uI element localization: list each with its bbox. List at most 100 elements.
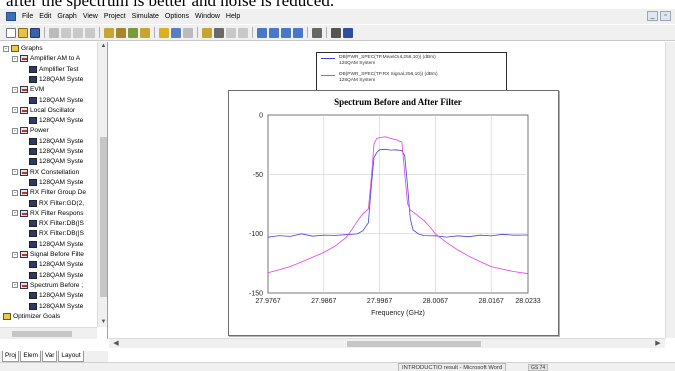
tree-item[interactable]: - Spectrum Before ;	[12, 281, 83, 290]
add-layout-icon[interactable]	[140, 27, 150, 38]
scroll-left-icon[interactable]: ◀	[113, 340, 119, 347]
grid-icon[interactable]	[343, 27, 353, 38]
tree-item[interactable]: 128QAM Syste	[21, 147, 83, 156]
scroll-down-icon[interactable]: ▼	[100, 319, 107, 325]
paste-icon[interactable]	[85, 27, 95, 38]
menu-view[interactable]: View	[82, 13, 98, 20]
tree-item[interactable]: RX Filter:GD(2,	[21, 199, 84, 208]
tree-item[interactable]: 128QAM Syste	[21, 260, 83, 269]
tab-var[interactable]: Var	[41, 351, 58, 362]
tree-item[interactable]: 128QAM Syste	[21, 291, 83, 300]
workspace-horizontal-scrollbar[interactable]: ◀ ▶	[109, 338, 665, 348]
tree-item[interactable]: Optimizer Goals	[3, 312, 60, 321]
minimize-button[interactable]: _	[647, 11, 658, 21]
workspace-hscroll-thumb[interactable]	[347, 341, 481, 347]
menu-file[interactable]: File	[22, 13, 34, 20]
tree-item[interactable]: - Graphs	[3, 44, 43, 53]
data-icon	[29, 75, 37, 83]
tree-item[interactable]: - RX Filter Group De	[12, 188, 86, 197]
open-folder-icon[interactable]	[18, 27, 28, 38]
cut-icon[interactable]	[61, 27, 71, 38]
spectrum-plot-panel[interactable]: Spectrum Before and After Filter 27.9767 2…	[228, 90, 559, 336]
menu-graph[interactable]: Graph	[57, 13, 77, 20]
collapse-icon[interactable]: -	[12, 127, 18, 134]
tree-item[interactable]: 128QAM Syste	[21, 302, 83, 311]
tree-item[interactable]: Amplifier Test	[21, 65, 78, 74]
tree-item[interactable]: 128QAM Syste	[21, 271, 83, 280]
zoom-fit-icon[interactable]	[281, 27, 291, 38]
tab-elem[interactable]: Elem	[20, 351, 41, 362]
zoom-out-icon[interactable]	[269, 27, 279, 38]
restore-button[interactable]: ▫	[660, 11, 671, 21]
tab-layout[interactable]: Layout	[58, 351, 84, 362]
collapse-icon[interactable]: -	[12, 169, 18, 176]
tree-item[interactable]: - EVM	[12, 85, 44, 94]
collapse-icon[interactable]: -	[12, 282, 18, 289]
collapse-icon[interactable]: -	[3, 45, 9, 52]
workspace-vertical-scrollbar[interactable]	[665, 42, 675, 338]
tree-item-label: Amplifier AM to A	[30, 55, 81, 63]
tree-horizontal-scrollbar[interactable]	[0, 327, 97, 339]
collapse-icon[interactable]: -	[12, 55, 18, 62]
tree-item[interactable]: - Amplifier AM to A	[12, 54, 80, 63]
tree-item[interactable]: - Power	[12, 126, 49, 135]
folder-icon	[11, 45, 19, 52]
simulate-icon[interactable]	[171, 27, 181, 38]
graph-legend[interactable]: DB(PWR_SPEC(TP.MeasOut,256,10)) (dBm) 12…	[316, 52, 507, 95]
tree-scroll-thumb[interactable]	[100, 137, 107, 297]
tree-item[interactable]: RX Filter:DB(|S	[21, 219, 84, 228]
data-icon	[29, 178, 37, 186]
delete-icon[interactable]	[49, 27, 59, 38]
menu-window[interactable]: Window	[195, 13, 220, 20]
add-graph-icon[interactable]	[202, 27, 212, 38]
menu-options[interactable]: Options	[164, 13, 190, 20]
tree-item[interactable]: - Signal Before Filte	[12, 250, 84, 259]
taskbar-word-item[interactable]: INTRODUCTIO result - Microsoft Word	[398, 363, 507, 371]
tree-vertical-scrollbar[interactable]: ▲ ▼	[97, 42, 107, 327]
collapse-icon[interactable]: -	[12, 210, 18, 217]
add-system-icon[interactable]	[116, 27, 126, 38]
undo-icon[interactable]	[226, 27, 236, 38]
collapse-icon[interactable]: -	[12, 86, 18, 93]
view-all-icon[interactable]	[293, 27, 303, 38]
tree-item[interactable]: 128QAM Syste	[21, 137, 83, 146]
tree-item[interactable]: 128QAM Syste	[21, 178, 83, 187]
tree-item[interactable]: 128QAM Syste	[21, 240, 83, 249]
menu-simulate[interactable]: Simulate	[131, 13, 159, 20]
new-file-icon[interactable]	[6, 27, 16, 38]
menu-edit[interactable]: Edit	[39, 13, 52, 20]
tree-item[interactable]: - Local Oscillator	[12, 106, 75, 115]
add-measurement-icon[interactable]	[214, 27, 224, 38]
tree-item[interactable]: 128QAM Syste	[21, 75, 83, 84]
tune-icon[interactable]	[159, 27, 169, 38]
stop-icon[interactable]	[183, 27, 193, 38]
tree-item[interactable]: 128QAM Syste	[21, 96, 83, 105]
tab-proj[interactable]: Proj	[2, 351, 20, 362]
data-icon	[29, 220, 37, 228]
collapse-icon[interactable]: -	[12, 107, 18, 114]
scroll-right-icon[interactable]: ▶	[655, 340, 661, 347]
measure-icon[interactable]	[312, 27, 322, 38]
tree-item[interactable]: - RX Constellation	[12, 168, 79, 177]
tree-item[interactable]: 128QAM Syste	[21, 157, 83, 166]
redo-icon[interactable]	[238, 27, 248, 38]
chart-title: Spectrum Before and After Filter	[334, 97, 462, 107]
add-eminput-icon[interactable]	[128, 27, 138, 38]
properties-icon[interactable]	[331, 27, 341, 38]
collapse-icon[interactable]: -	[12, 251, 18, 258]
data-icon	[29, 65, 37, 73]
menu-help[interactable]: Help	[225, 13, 241, 20]
add-schematic-icon[interactable]	[104, 27, 114, 38]
tree-item[interactable]: - RX Filter Respons	[12, 209, 84, 218]
collapse-icon[interactable]: -	[12, 189, 18, 196]
copy-icon[interactable]	[73, 27, 83, 38]
scroll-up-icon[interactable]: ▲	[100, 43, 107, 49]
toolbar-separator	[154, 27, 155, 38]
data-icon	[29, 199, 37, 207]
tree-item[interactable]: 128QAM Syste	[21, 116, 83, 125]
zoom-in-icon[interactable]	[257, 27, 267, 38]
tree-hscroll-thumb[interactable]	[12, 331, 72, 337]
menu-project[interactable]: Project	[103, 13, 126, 20]
tree-item[interactable]: RX Filter:DB(|S	[21, 229, 84, 238]
save-icon[interactable]	[30, 27, 40, 38]
